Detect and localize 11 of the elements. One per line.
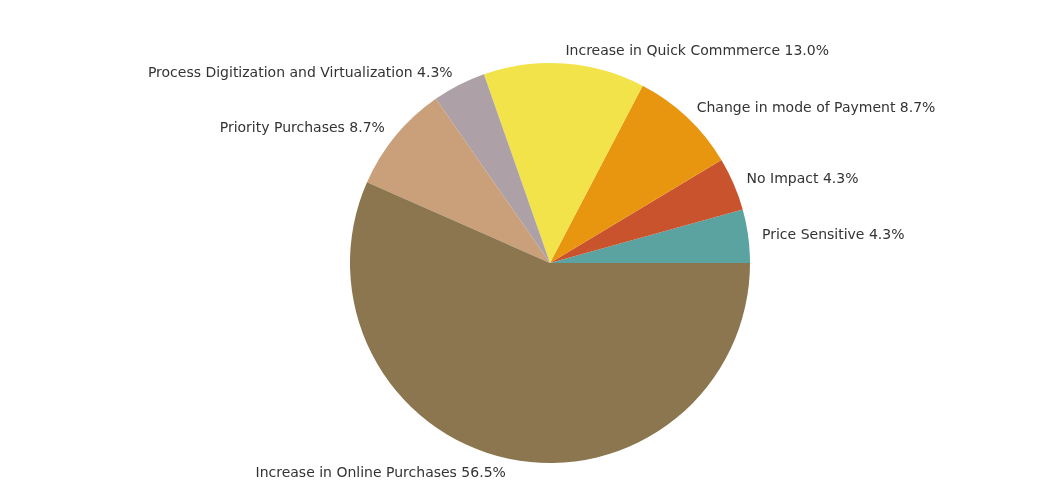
slice-label: Change in mode of Payment 8.7%	[696, 99, 936, 116]
slice-label: Increase in Quick Commmerce 13.0%	[565, 41, 829, 58]
slice-label: Priority Purchases 8.7%	[219, 118, 385, 135]
slice-label: Price Sensitive 4.3%	[762, 226, 905, 243]
slice-label: Increase in Online Purchases 56.5%	[255, 464, 506, 481]
pie-slice	[350, 182, 750, 463]
slice-label: No Impact 4.3%	[746, 170, 859, 187]
pie-slice	[550, 159, 743, 263]
pie-slice	[483, 63, 643, 263]
slice-label: Process Digitization and Virtualization 4.3%	[147, 64, 453, 81]
pie-slice	[550, 209, 750, 263]
